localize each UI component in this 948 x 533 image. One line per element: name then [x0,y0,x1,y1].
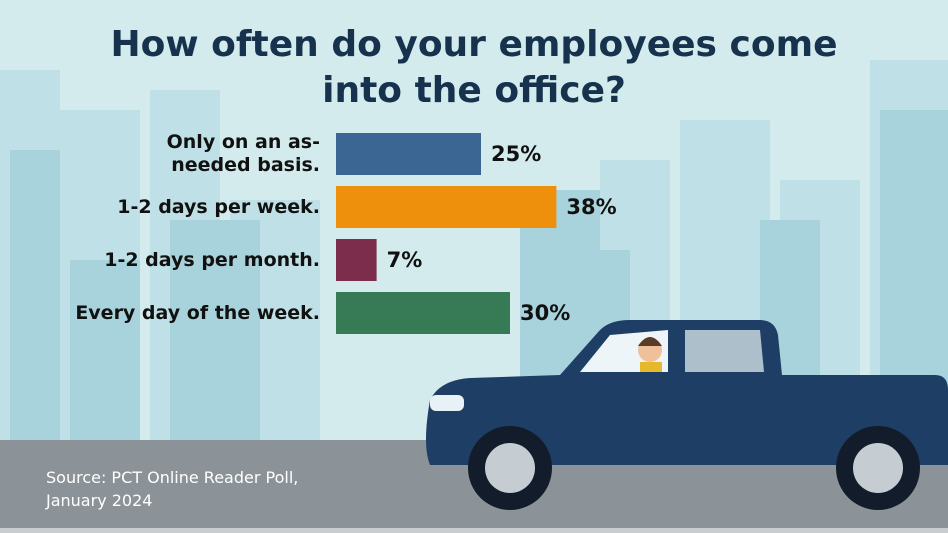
curb [0,528,948,533]
category-label: Every day of the week. [75,301,320,324]
value-label: 30% [520,301,570,325]
bar [336,186,557,228]
category-label: Only on an as-needed basis. [166,131,320,176]
bar [336,239,377,281]
chart-title: How often do your employees come into th… [110,24,838,111]
value-label: 7% [387,248,423,272]
value-label: 25% [491,142,541,166]
bar [336,133,481,175]
value-label: 38% [566,195,616,219]
source-note: Source: PCT Online Reader Poll, January … [46,468,299,510]
bar [336,292,510,334]
truck [426,320,948,510]
category-label: 1-2 days per month. [104,248,320,271]
category-label: 1-2 days per week. [117,195,320,218]
